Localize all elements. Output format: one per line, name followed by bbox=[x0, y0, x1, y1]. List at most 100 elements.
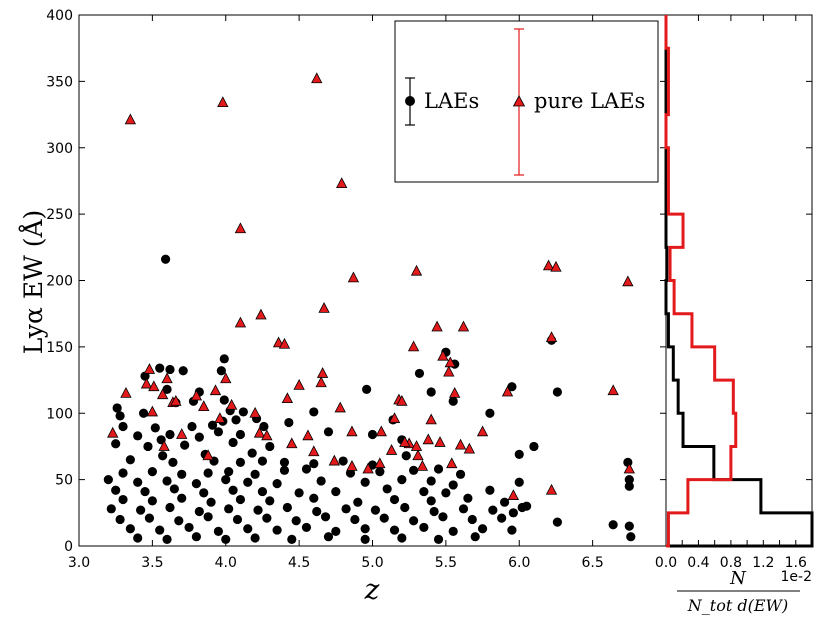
lae-point bbox=[312, 506, 322, 517]
lae-point bbox=[144, 513, 155, 523]
lae-point bbox=[397, 533, 407, 543]
lae-point bbox=[470, 532, 480, 542]
y-tick-label: 100 bbox=[46, 406, 73, 422]
pure-lae-point bbox=[316, 367, 329, 378]
x-tick-label: 6.5 bbox=[581, 555, 603, 571]
lae-point bbox=[133, 431, 143, 441]
lae-point bbox=[138, 408, 149, 418]
pure-lae-point bbox=[311, 72, 323, 84]
pure-lae-point bbox=[176, 428, 188, 439]
x-tick-label: 5.5 bbox=[435, 555, 457, 571]
lae-point bbox=[235, 494, 246, 505]
pure-lae-point bbox=[622, 275, 634, 287]
pure-lae-point bbox=[449, 386, 461, 398]
lae-point bbox=[552, 387, 563, 397]
lae-point bbox=[341, 504, 351, 514]
y-tick-label: 50 bbox=[55, 473, 73, 489]
lae-point bbox=[419, 522, 429, 533]
lae-point bbox=[184, 522, 194, 533]
lae-point bbox=[169, 484, 179, 494]
lae-point bbox=[257, 486, 268, 497]
pure-lae-point bbox=[542, 259, 555, 271]
lae-point bbox=[426, 387, 436, 397]
lae-point bbox=[160, 254, 171, 264]
pure-lae-point bbox=[107, 426, 119, 438]
y-tick-label: 300 bbox=[46, 141, 73, 157]
lae-point bbox=[203, 468, 213, 478]
lae-point bbox=[401, 451, 411, 461]
pure-lae-point bbox=[249, 406, 261, 418]
lae-point bbox=[426, 476, 436, 486]
x-tick-label: 5.0 bbox=[361, 555, 383, 571]
lae-point bbox=[111, 485, 121, 495]
lae-point bbox=[199, 488, 209, 498]
lae-point bbox=[507, 525, 517, 535]
lae-point bbox=[438, 512, 448, 522]
hist-x-tick-label: 1.6 bbox=[785, 555, 807, 571]
lae-point bbox=[224, 504, 234, 514]
histogram-offset-text: 1e-2 bbox=[781, 569, 812, 585]
lae-point bbox=[514, 449, 524, 460]
pure-lae-point bbox=[334, 401, 346, 413]
pure-lae-point bbox=[431, 320, 443, 332]
pure-lae-point bbox=[278, 337, 291, 349]
pure-lae-point bbox=[120, 386, 132, 398]
lae-point bbox=[485, 485, 495, 495]
legend-pure-marker bbox=[512, 28, 526, 176]
lae-point bbox=[370, 505, 381, 515]
pure-lae-point bbox=[202, 449, 214, 461]
pure-lae-point bbox=[388, 412, 401, 423]
lae-point bbox=[133, 533, 143, 543]
hist-x-tick-label: 0.0 bbox=[655, 555, 677, 571]
y-tick-label: 400 bbox=[46, 8, 73, 24]
lae-point bbox=[338, 456, 348, 466]
lae-point bbox=[521, 501, 532, 511]
y-tick-label: 350 bbox=[46, 74, 73, 90]
y-tick-label: 0 bbox=[64, 539, 73, 555]
pure-lae-point bbox=[156, 388, 169, 400]
pure-lae-point bbox=[346, 425, 358, 437]
lae-point bbox=[382, 484, 392, 494]
lae-point bbox=[624, 475, 634, 485]
scatter-ticks: 3.0 3.5 4.0 4.5 5.0 5.5 6.0 6.5 0 50 100 150 200 250 3… bbox=[46, 8, 666, 571]
lae-point bbox=[508, 508, 518, 518]
lae-point bbox=[397, 475, 407, 485]
pure-lae-point bbox=[146, 405, 159, 417]
lae-point bbox=[216, 366, 226, 376]
lae-point bbox=[265, 496, 275, 506]
pure-lae-point bbox=[234, 316, 247, 328]
lae-point bbox=[426, 496, 436, 506]
lae-point bbox=[291, 516, 301, 526]
lae-point bbox=[463, 493, 473, 503]
lae-point bbox=[213, 427, 224, 437]
pure-lae-point bbox=[158, 440, 170, 451]
lae-point bbox=[279, 465, 290, 475]
lae-point bbox=[309, 407, 319, 417]
lae-point bbox=[250, 469, 260, 479]
lae-point bbox=[455, 469, 466, 479]
pure-lae-point bbox=[328, 454, 341, 466]
pure-lae-point bbox=[396, 394, 408, 406]
lae-point bbox=[235, 457, 246, 467]
pure-lae-point bbox=[446, 457, 458, 469]
scatter-points bbox=[103, 72, 636, 544]
lae-point bbox=[608, 520, 618, 530]
lae-point bbox=[118, 421, 128, 432]
pure-lae-point bbox=[318, 302, 330, 313]
pure-lae-point bbox=[190, 389, 203, 401]
lae-point bbox=[106, 504, 116, 514]
pure-lae-point bbox=[161, 372, 173, 384]
pure-lae-point bbox=[407, 340, 420, 352]
lae-point bbox=[243, 524, 253, 534]
lae-point bbox=[238, 407, 248, 417]
lae-point bbox=[309, 493, 319, 503]
pure-lae-point bbox=[422, 433, 434, 445]
lae-point bbox=[626, 532, 636, 542]
lae-point bbox=[155, 363, 165, 373]
pure-lae-point bbox=[220, 372, 232, 384]
lae-point bbox=[253, 505, 263, 515]
lae-point bbox=[323, 532, 334, 542]
lae-point bbox=[158, 451, 168, 461]
lae-point bbox=[177, 469, 187, 479]
